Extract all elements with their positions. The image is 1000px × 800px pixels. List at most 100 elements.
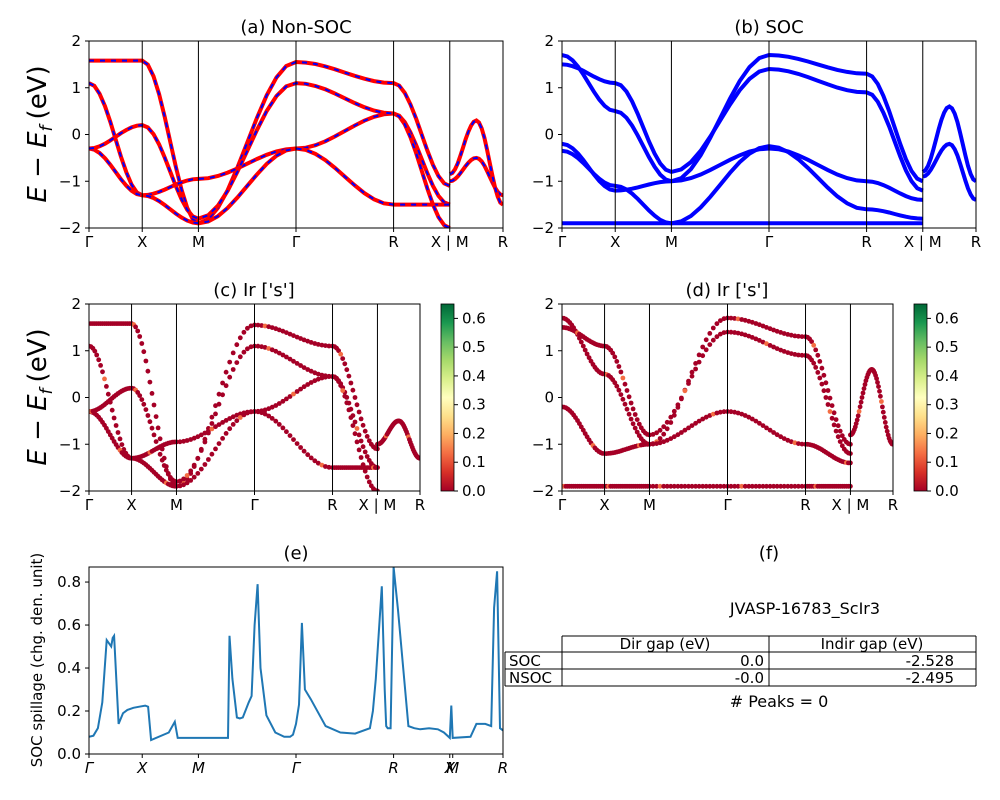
projected-band-point (364, 434, 370, 439)
projected-band-point (630, 421, 636, 427)
projected-band-point (284, 330, 289, 335)
projected-band-point (778, 483, 784, 489)
projected-band-point (675, 483, 681, 489)
projected-band-point (198, 448, 204, 453)
projected-band-point (346, 407, 352, 413)
projected-band-point (198, 432, 204, 438)
projected-band-point (305, 452, 311, 458)
projected-band-point (202, 439, 208, 445)
projected-band-point (223, 369, 229, 375)
panel-c-colorbar (440, 303, 455, 492)
table-row-soc-dir: 0.0 (740, 652, 764, 670)
panel-d-xtick-label: X (599, 496, 609, 514)
band-line-soc (922, 141, 976, 202)
projected-band-point (227, 426, 233, 432)
material-id: JVASP-16783_ScIr3 (729, 599, 880, 619)
projected-band-point (336, 348, 341, 354)
panel-f-title: (f) (759, 543, 779, 564)
projected-band-point (94, 352, 100, 358)
panel-d-xtick-label: R (888, 496, 898, 514)
projected-band-point (280, 398, 286, 404)
projected-band-point (650, 432, 656, 437)
projected-band-point (153, 439, 159, 444)
projected-band-point (746, 483, 752, 489)
projected-band-point (671, 434, 677, 440)
projected-band-point (675, 402, 681, 408)
colorbar-tick-label: 0.4 (935, 367, 959, 385)
projected-band-point (657, 436, 663, 441)
projected-band-point (276, 422, 282, 427)
projected-band-point (714, 321, 720, 327)
projected-band-point (884, 428, 890, 434)
projected-band-point (764, 341, 769, 347)
projected-band-point (682, 483, 688, 489)
projected-band-point (781, 483, 787, 489)
colorbar-tick-label: 0.1 (462, 453, 486, 471)
panel-f-gap-table: (f) JVASP-16783_ScIr3 Dir gap (eV) Indir… (504, 543, 977, 711)
projected-band-point (686, 425, 691, 431)
projected-band-point (883, 424, 889, 430)
projected-band-point (657, 440, 663, 446)
projected-band-point (163, 467, 169, 473)
projected-band-point (817, 375, 823, 381)
projected-band-point (799, 334, 805, 339)
projected-band-point (721, 483, 727, 489)
projected-band-point (661, 483, 667, 489)
projected-band-point (634, 417, 640, 422)
colorbar-tick-label: 0.0 (935, 482, 959, 500)
projected-band-point (735, 410, 741, 416)
projected-band-point (616, 364, 622, 369)
table-row-nsoc-indir: -2.495 (906, 669, 954, 687)
panel-b-xtick-label: X (610, 233, 620, 251)
projected-band-point (336, 379, 341, 384)
projected-band-point (216, 391, 222, 397)
projected-band-point (796, 352, 801, 358)
projected-band-point (682, 388, 688, 394)
projected-band-point (149, 391, 155, 396)
projected-band-point (98, 363, 103, 368)
projected-band-point (350, 423, 356, 428)
projected-band-point (342, 393, 348, 399)
projected-band-point (245, 325, 250, 331)
projected-band-point (825, 388, 831, 393)
projected-band-point (308, 455, 314, 461)
projected-band-point (875, 380, 880, 385)
projected-band-point (151, 402, 157, 408)
projected-band-point (781, 331, 787, 336)
projected-band-point (861, 386, 867, 391)
projected-band-point (301, 337, 307, 343)
projected-band-point (312, 458, 318, 464)
panel-b-xtick-label: R (971, 233, 981, 251)
projected-band-point (764, 425, 769, 431)
projected-band-point (360, 462, 366, 468)
projected-band-point (284, 354, 289, 360)
projected-band-point (632, 412, 638, 417)
projected-band-point (188, 468, 194, 474)
projected-band-point (837, 439, 843, 444)
projected-band-point (654, 483, 659, 489)
projected-band-point (111, 415, 117, 421)
colorbar-tick-label: 0.4 (462, 367, 486, 385)
panel-b-ytick-label: −1 (532, 172, 554, 190)
projected-band-point (143, 407, 149, 412)
table-row-nsoc-dir: -0.0 (735, 669, 764, 687)
projected-band-point (829, 403, 835, 408)
band-line-nonsoc (89, 146, 450, 226)
panel-c-ytick-label: 0 (71, 389, 81, 407)
projected-band-point (831, 422, 837, 428)
projected-band-point (223, 431, 229, 436)
projected-band-point (294, 361, 300, 366)
projected-band-point (749, 319, 755, 325)
projected-band-point (356, 447, 362, 453)
projected-band-point (362, 468, 368, 474)
projected-band-point (718, 409, 723, 415)
projected-band-point (191, 474, 197, 480)
projected-band-point (358, 455, 364, 460)
projected-band-point (220, 392, 226, 398)
projected-band-point (578, 339, 584, 345)
projected-band-point (689, 483, 695, 489)
projected-band-point (287, 394, 293, 399)
panel-e-xtick-label: M (192, 759, 205, 777)
projected-band-point (650, 483, 656, 489)
projected-band-point (181, 476, 187, 482)
